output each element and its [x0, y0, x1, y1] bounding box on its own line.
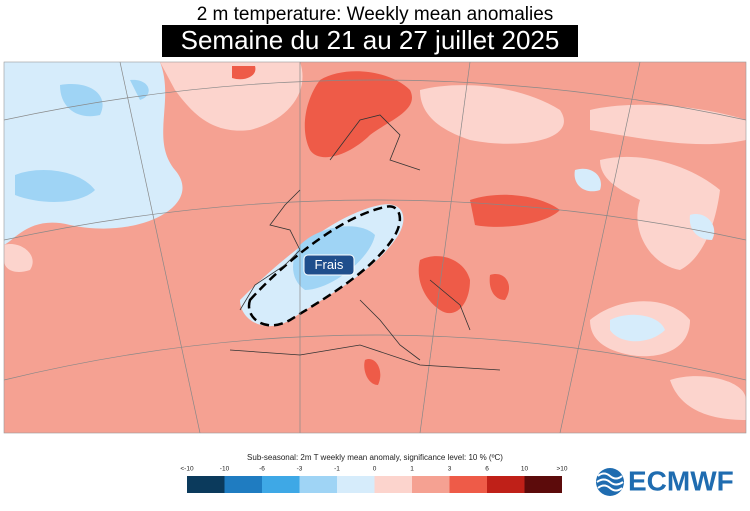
graticule [4, 62, 746, 433]
colorbar-tick-label: 6 [485, 466, 489, 473]
map [4, 62, 746, 433]
logo-text: ECMWF [628, 465, 734, 496]
legend-caption: Sub-seasonal: 2m T weekly mean anomaly, … [247, 453, 503, 462]
colorbar-swatch [412, 476, 450, 493]
colorbar-swatch [299, 476, 337, 493]
colorbar-swatch [449, 476, 487, 493]
subtitle: Semaine du 21 au 27 juillet 2025 [181, 25, 560, 55]
anomaly-area [4, 104, 746, 420]
colorbar-tick-label: 3 [448, 466, 452, 473]
subtitle-box [162, 25, 578, 57]
significance-contour [247, 205, 402, 327]
anomaly-area [232, 66, 412, 158]
colorbar-swatch [374, 476, 412, 493]
colorbar: <-10 -10 -6 -3 -1 0 1 3 6 10 >10 [180, 466, 568, 493]
annotation: Frais [315, 257, 344, 272]
colorbar-tick-label: -10 [220, 466, 230, 473]
colorbar-swatch [262, 476, 300, 493]
colorbar-swatch [337, 476, 375, 493]
colorbar-swatch [187, 476, 225, 493]
colorbar-tick-label: 0 [373, 466, 377, 473]
map-frame [3, 61, 747, 434]
anomaly-area [574, 168, 715, 342]
colorbar-tick-label: 1 [410, 466, 414, 473]
colorbar-tick-label: -6 [259, 466, 265, 473]
colorbar-tick-label: -1 [334, 466, 340, 473]
colorbar-tick-label: 10 [521, 466, 529, 473]
anomaly-area [160, 62, 564, 144]
colorbar-tick-label: -3 [297, 466, 303, 473]
colorbar-swatch [524, 476, 562, 493]
colorbar-tick-label: <-10 [180, 466, 194, 473]
annotation-box [303, 254, 355, 276]
coastline [229, 114, 501, 371]
colorbar-swatch [224, 476, 262, 493]
logo: ECMWF [596, 465, 734, 496]
logo-waves [596, 472, 624, 492]
title: 2 m temperature: Weekly mean anomalies [197, 4, 554, 25]
colorbar-swatch [487, 476, 525, 493]
anomaly-area [15, 79, 149, 202]
anomaly-area [364, 194, 560, 385]
colorbar-tick-label: >10 [556, 466, 567, 473]
